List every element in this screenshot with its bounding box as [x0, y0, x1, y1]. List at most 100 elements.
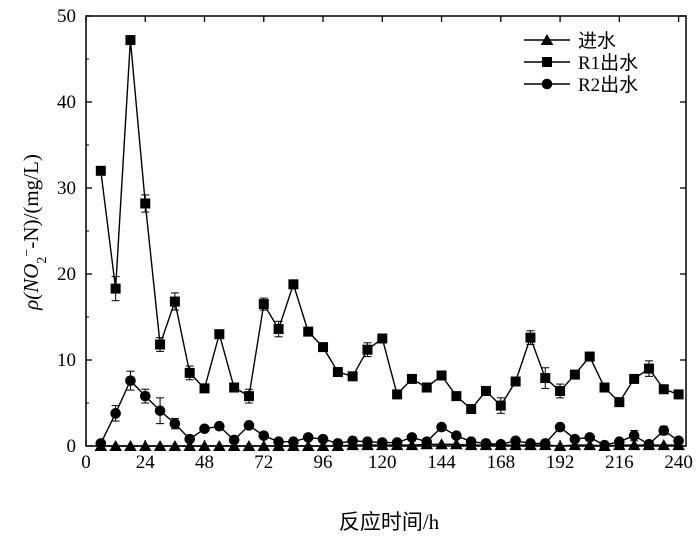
data-point-square	[243, 391, 254, 402]
y-tick-label: 50	[57, 6, 76, 27]
data-point-triangle	[583, 439, 597, 451]
data-point-circle	[154, 405, 166, 417]
legend-marker-triangle	[540, 34, 554, 45]
x-tick-label: 24	[136, 452, 156, 473]
x-axis-title: 反应时间/h	[339, 510, 440, 534]
data-point-triangle	[450, 438, 463, 450]
data-point-circle	[584, 432, 596, 443]
data-point-square	[540, 373, 551, 384]
data-point-circle	[465, 436, 477, 448]
data-point-circle	[317, 433, 329, 445]
data-point-square	[510, 376, 521, 387]
data-point-triangle	[405, 439, 419, 451]
data-point-circle	[376, 437, 388, 448]
y-tick-label: 20	[57, 264, 76, 285]
data-point-square	[273, 324, 284, 335]
y-axis-title: ρ(NO2−-N)/(mg/L)	[19, 154, 50, 311]
data-point-triangle	[301, 440, 315, 451]
data-point-triangle	[242, 440, 256, 451]
data-point-square	[362, 344, 373, 355]
data-point-triangle	[227, 440, 241, 451]
data-point-square	[555, 385, 566, 396]
data-point-square	[406, 373, 417, 384]
data-point-triangle	[153, 440, 167, 451]
x-tick-label: 192	[546, 452, 575, 473]
data-point-circle	[658, 425, 670, 436]
data-point-circle	[169, 418, 181, 429]
data-point-circle	[436, 421, 447, 433]
y-tick-label: 30	[57, 178, 76, 199]
data-point-square	[258, 299, 269, 310]
data-point-circle	[214, 420, 225, 432]
data-point-circle	[525, 438, 536, 449]
data-point-square	[421, 382, 432, 393]
data-point-square	[614, 397, 625, 408]
data-point-square	[658, 384, 669, 395]
x-tick-label: 0	[81, 452, 91, 473]
legend-marker-circle	[541, 78, 553, 90]
data-point-square	[481, 385, 491, 396]
data-point-circle	[391, 437, 403, 448]
data-point-triangle	[213, 440, 226, 451]
data-point-square	[599, 382, 610, 393]
data-point-square	[643, 363, 654, 374]
data-point-triangle	[435, 438, 448, 450]
data-point-circle	[125, 375, 136, 386]
data-point-triangle	[553, 440, 567, 451]
data-point-square	[584, 351, 595, 362]
data-point-square	[110, 283, 121, 294]
y-tick-label: 40	[57, 92, 76, 113]
data-point-square	[347, 371, 358, 382]
legend-label: R1出水	[578, 52, 638, 74]
series-group	[94, 35, 685, 451]
data-point-circle	[495, 438, 507, 450]
data-point-circle	[139, 390, 151, 402]
data-point-triangle	[657, 439, 671, 451]
data-point-circle	[643, 438, 655, 450]
series-line	[100, 40, 679, 411]
data-point-circle	[243, 420, 255, 431]
series-line	[100, 379, 679, 446]
data-point-square	[392, 389, 403, 400]
data-point-square	[318, 342, 329, 353]
data-point-circle	[302, 432, 314, 443]
y-tick-label: 0	[67, 436, 77, 457]
data-point-circle	[569, 433, 581, 445]
data-point-circle	[510, 435, 521, 447]
data-point-square	[184, 367, 195, 378]
data-point-circle	[421, 436, 433, 448]
legend-marker-square	[542, 57, 552, 67]
data-point-triangle	[316, 440, 330, 451]
x-tick-label: 120	[368, 452, 397, 473]
data-point-square	[629, 373, 640, 384]
data-point-circle	[362, 436, 373, 448]
data-point-triangle	[138, 440, 152, 451]
data-point-square	[673, 389, 684, 400]
data-point-square	[569, 369, 580, 380]
data-point-circle	[184, 433, 196, 445]
series-line	[100, 443, 679, 447]
data-point-circle	[539, 438, 551, 449]
data-point-square	[377, 333, 388, 344]
data-point-square	[229, 382, 240, 393]
data-point-triangle	[124, 440, 137, 451]
x-tick-label: 144	[427, 452, 456, 473]
x-tick-label: 240	[664, 452, 693, 473]
data-point-triangle	[109, 440, 122, 451]
data-point-square	[303, 326, 314, 337]
data-point-circle	[228, 434, 240, 446]
data-point-circle	[273, 436, 284, 448]
data-point-circle	[480, 438, 492, 449]
x-tick-label: 96	[314, 452, 333, 473]
data-point-square	[436, 370, 447, 381]
y-tick-label: 10	[57, 350, 76, 371]
data-point-triangle	[257, 440, 271, 451]
legend-label: R2出水	[578, 74, 638, 96]
data-point-circle	[554, 421, 566, 433]
x-tick-label: 216	[605, 452, 634, 473]
data-point-triangle	[198, 440, 211, 451]
data-point-square	[525, 332, 536, 343]
data-point-square	[95, 165, 106, 176]
